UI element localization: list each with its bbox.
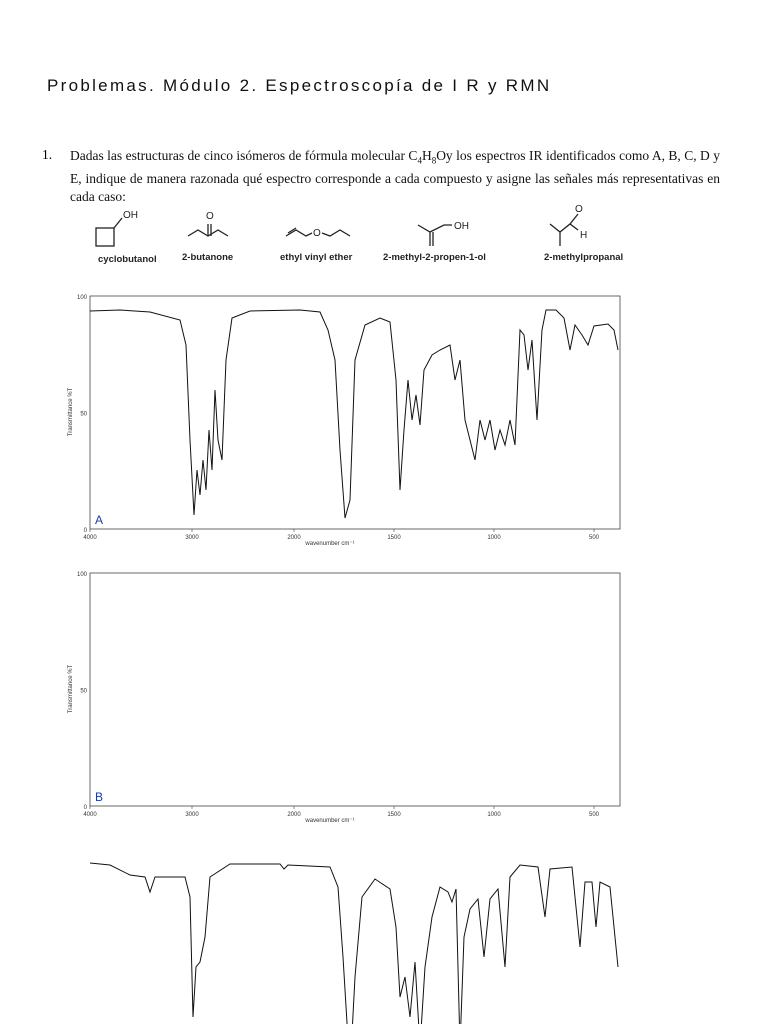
formula: C [408,148,418,163]
x-tick-label: 1000 [487,812,501,818]
atom: H [580,230,587,241]
atom: O [575,204,583,215]
formula: 8 [431,155,437,166]
formula: 4 [417,155,422,166]
atom: OH [454,221,469,232]
structures [95,213,579,247]
x-tick-label: 2000 [287,535,301,541]
y-axis-label: Transmittance %T [68,664,74,713]
y-tick-label: 50 [80,689,87,695]
y-tick-label: 50 [80,412,87,418]
plot-frame [89,295,621,530]
y-axis-label: Transmittance %T [68,387,74,436]
y-tick-label: 100 [77,295,88,301]
spectrum-curve [89,309,619,519]
x-tick-label: 500 [589,535,600,541]
x-axis-label: wavenumber cm⁻¹ [304,818,354,824]
title: Problemas. Módulo 2. Espectroscopía de I… [47,76,552,95]
spectrum-curve [89,862,619,1024]
atom: O [313,228,321,239]
problem-text: Dadas las estructuras de cinco isómeros … [70,147,720,206]
x-tick-label: 1000 [487,535,501,541]
x-tick-label: 1500 [387,535,401,541]
x-axis-label: wavenumber cm⁻¹ [304,541,354,547]
compound-label: cyclobutanol [98,254,157,265]
structure-labels: OH O O OH O H cyclobutanol 2-butanone et… [98,204,623,265]
x-tick-label: 3000 [185,812,199,818]
atom: O [206,211,214,222]
x-tick-label: 4000 [83,812,97,818]
x-tick-label: 3000 [185,535,199,541]
atom: OH [123,210,138,221]
y-tick-label: 0 [84,805,88,811]
spectrum-letter: B [95,790,103,804]
compound-label: 2-butanone [182,252,233,263]
spectrum-letter: A [95,513,103,527]
x-tick-label: 1500 [387,812,401,818]
problem-number: 1. [42,147,53,162]
x-tick-label: 500 [589,812,600,818]
y-tick-label: 100 [77,572,88,578]
compound-label: ethyl vinyl ether [280,252,353,263]
formula: H [421,148,432,163]
text: Oy los espectros IR identificados como A… [70,148,721,204]
plot-frame [89,572,621,807]
x-tick-label: 2000 [287,812,301,818]
text: Dadas las estructuras de cinco isómeros … [70,148,409,163]
compound-label: 2-methyl-2-propen-1-ol [383,252,486,263]
compound-label: 2-methylpropanal [544,252,623,263]
x-tick-label: 4000 [83,535,97,541]
y-tick-label: 0 [84,528,88,534]
